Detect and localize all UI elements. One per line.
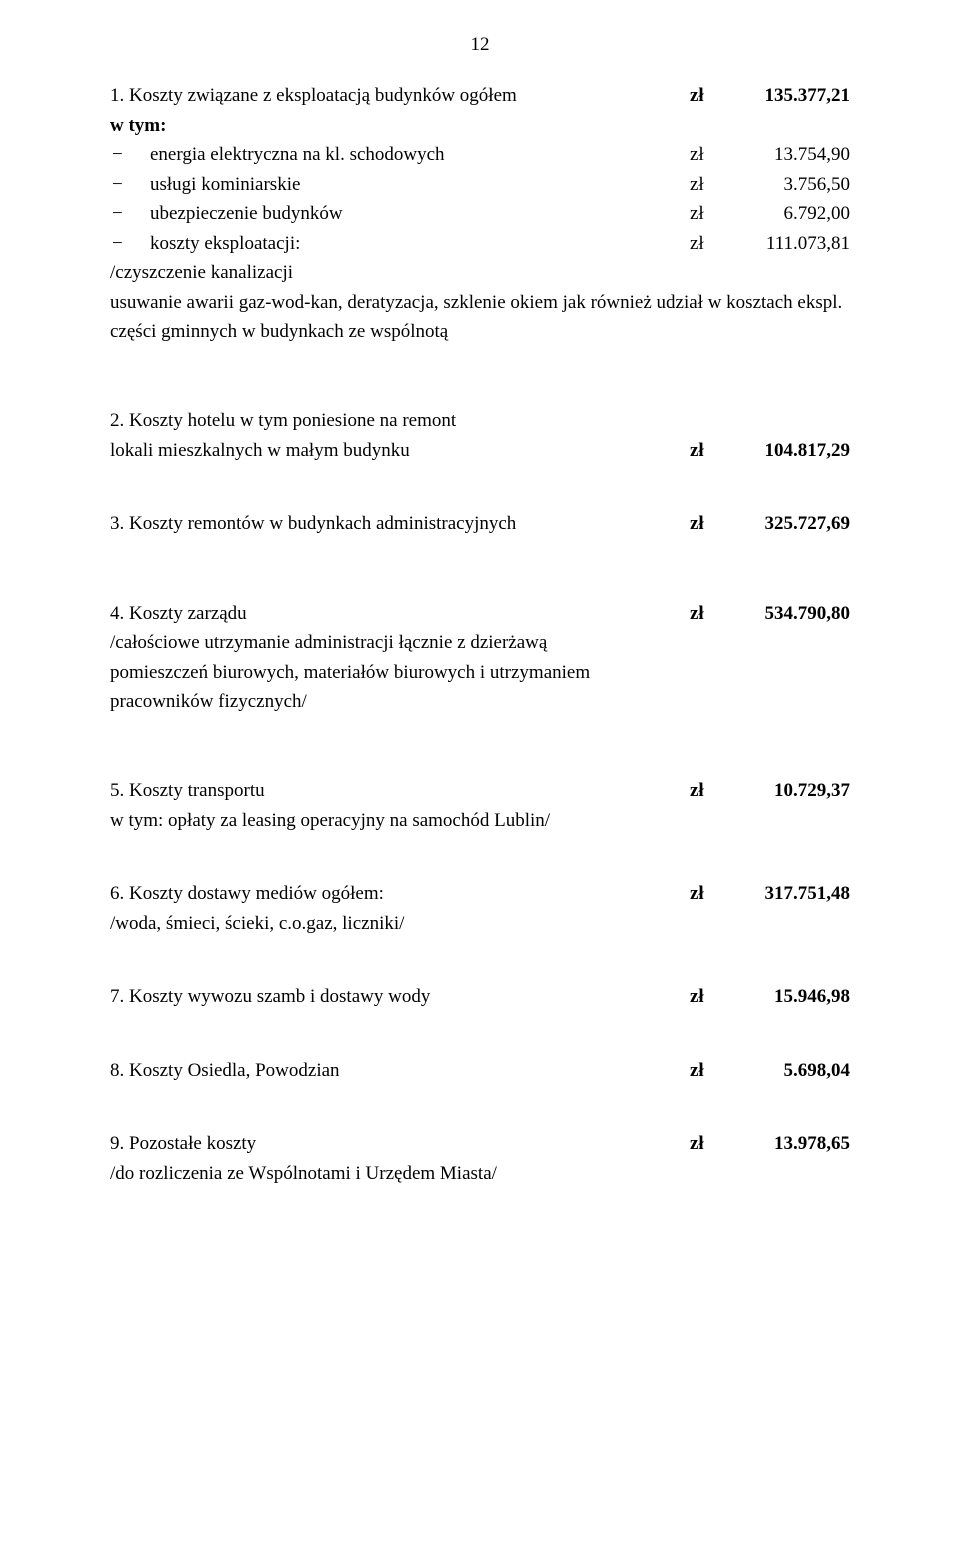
currency: zł	[690, 229, 730, 258]
currency: zł	[690, 509, 730, 538]
item-8-amount: 5.698,04	[730, 1056, 850, 1085]
item-4-note: /całościowe utrzymanie administracji łąc…	[110, 628, 850, 657]
item-5-amount: 10.729,37	[730, 776, 850, 805]
item-1-sub-row: − usługi kominiarskie zł 3.756,50	[110, 170, 850, 199]
currency: zł	[690, 982, 730, 1011]
item-6: 6. Koszty dostawy mediów ogółem: zł 317.…	[110, 879, 850, 938]
item-9: 9. Pozostałe koszty zł 13.978,65 /do roz…	[110, 1129, 850, 1188]
item-1-sub-label: ubezpieczenie budynków	[150, 199, 690, 228]
item-8-title: 8. Koszty Osiedla, Powodzian	[110, 1056, 690, 1085]
item-9-note: /do rozliczenia ze Wspólnotami i Urzędem…	[110, 1159, 850, 1188]
dash-icon: −	[110, 229, 150, 258]
item-1-amount: 135.377,21	[730, 81, 850, 110]
item-6-row: 6. Koszty dostawy mediów ogółem: zł 317.…	[110, 879, 850, 908]
currency: zł	[690, 199, 730, 228]
item-1-wtym: w tym:	[110, 111, 850, 140]
currency: zł	[690, 1129, 730, 1158]
currency: zł	[690, 776, 730, 805]
dash-icon: −	[110, 140, 150, 169]
currency: zł	[690, 879, 730, 908]
item-1-note: usuwanie awarii gaz-wod-kan, deratyzacja…	[110, 288, 850, 317]
item-4-amount: 534.790,80	[730, 599, 850, 628]
item-7: 7. Koszty wywozu szamb i dostawy wody zł…	[110, 982, 850, 1011]
currency: zł	[690, 81, 730, 110]
item-1-note: /czyszczenie kanalizacji	[110, 258, 850, 287]
item-3-amount: 325.727,69	[730, 509, 850, 538]
item-1-sub-amount: 3.756,50	[730, 170, 850, 199]
page-number: 12	[110, 30, 850, 59]
item-3-row: 3. Koszty remontów w budynkach administr…	[110, 509, 850, 538]
item-1-sub-amount: 6.792,00	[730, 199, 850, 228]
item-3-title: 3. Koszty remontów w budynkach administr…	[110, 509, 690, 538]
item-5-row: 5. Koszty transportu zł 10.729,37	[110, 776, 850, 805]
item-6-title: 6. Koszty dostawy mediów ogółem:	[110, 879, 690, 908]
item-9-title: 9. Pozostałe koszty	[110, 1129, 690, 1158]
item-3: 3. Koszty remontów w budynkach administr…	[110, 509, 850, 538]
currency: zł	[690, 140, 730, 169]
item-2: 2. Koszty hotelu w tym poniesione na rem…	[110, 406, 850, 465]
currency: zł	[690, 170, 730, 199]
item-6-note: /woda, śmieci, ścieki, c.o.gaz, liczniki…	[110, 909, 850, 938]
item-1-sub-row: − koszty eksploatacji: zł 111.073,81	[110, 229, 850, 258]
item-1-sub-label: usługi kominiarskie	[150, 170, 690, 199]
item-2-amount: 104.817,29	[730, 436, 850, 465]
item-4-note: pomieszczeń biurowych, materiałów biurow…	[110, 658, 850, 687]
dash-icon: −	[110, 170, 150, 199]
item-1: 1. Koszty związane z eksploatacją budynk…	[110, 81, 850, 346]
item-1-note: części gminnych w budynkach ze wspólnotą	[110, 317, 850, 346]
item-2-line2: lokali mieszkalnych w małym budynku	[110, 436, 690, 465]
item-8-row: 8. Koszty Osiedla, Powodzian zł 5.698,04	[110, 1056, 850, 1085]
item-7-amount: 15.946,98	[730, 982, 850, 1011]
item-4-row: 4. Koszty zarządu zł 534.790,80	[110, 599, 850, 628]
item-2-line1: 2. Koszty hotelu w tym poniesione na rem…	[110, 406, 850, 435]
item-1-header: 1. Koszty związane z eksploatacją budynk…	[110, 81, 850, 110]
item-1-sub-amount: 13.754,90	[730, 140, 850, 169]
item-6-amount: 317.751,48	[730, 879, 850, 908]
item-5-title: 5. Koszty transportu	[110, 776, 690, 805]
item-1-title: 1. Koszty związane z eksploatacją budynk…	[110, 81, 690, 110]
item-1-sub-row: − energia elektryczna na kl. schodowych …	[110, 140, 850, 169]
item-5-note: w tym: opłaty za leasing operacyjny na s…	[110, 806, 850, 835]
page: 12 1. Koszty związane z eksploatacją bud…	[0, 0, 960, 1544]
item-8: 8. Koszty Osiedla, Powodzian zł 5.698,04	[110, 1056, 850, 1085]
item-5: 5. Koszty transportu zł 10.729,37 w tym:…	[110, 776, 850, 835]
item-1-sub-label: koszty eksploatacji:	[150, 229, 690, 258]
item-4-title: 4. Koszty zarządu	[110, 599, 690, 628]
dash-icon: −	[110, 199, 150, 228]
item-9-row: 9. Pozostałe koszty zł 13.978,65	[110, 1129, 850, 1158]
item-1-sub-row: − ubezpieczenie budynków zł 6.792,00	[110, 199, 850, 228]
currency: zł	[690, 436, 730, 465]
item-4: 4. Koszty zarządu zł 534.790,80 /całości…	[110, 599, 850, 717]
item-2-row: lokali mieszkalnych w małym budynku zł 1…	[110, 436, 850, 465]
item-7-row: 7. Koszty wywozu szamb i dostawy wody zł…	[110, 982, 850, 1011]
item-1-sub-amount: 111.073,81	[730, 229, 850, 258]
currency: zł	[690, 599, 730, 628]
item-9-amount: 13.978,65	[730, 1129, 850, 1158]
item-4-note: pracowników fizycznych/	[110, 687, 850, 716]
currency: zł	[690, 1056, 730, 1085]
item-1-sub-label: energia elektryczna na kl. schodowych	[150, 140, 690, 169]
item-7-title: 7. Koszty wywozu szamb i dostawy wody	[110, 982, 690, 1011]
